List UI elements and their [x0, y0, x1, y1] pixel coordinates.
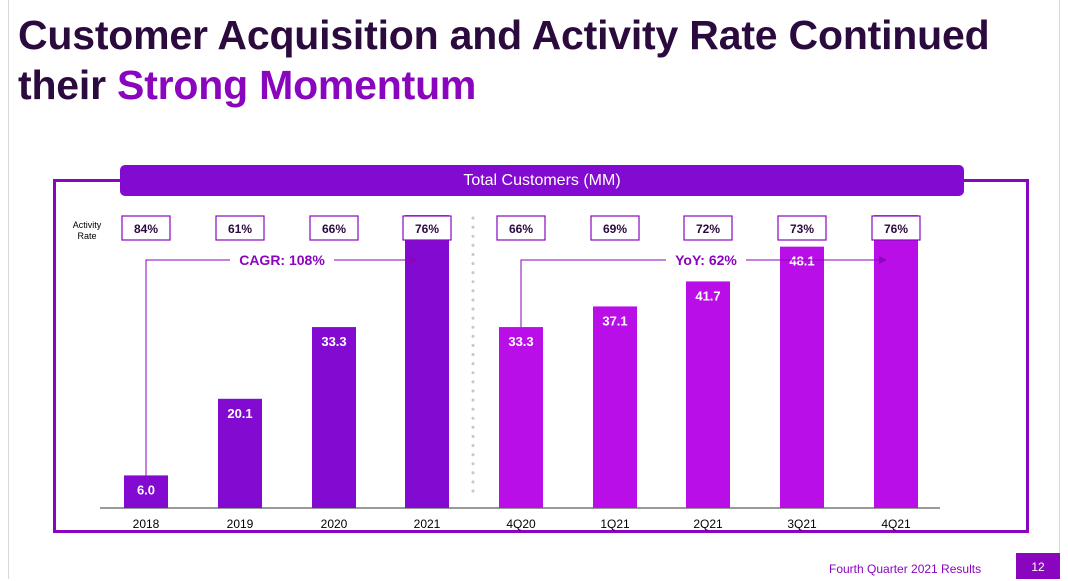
title-line-1: Customer Acquisition and Activity Rate C…: [18, 12, 990, 58]
x-tick-label-3Q21: 3Q21: [787, 517, 817, 531]
activity-rate-value-2018: 84%: [134, 222, 158, 236]
bar-4Q20: [499, 327, 543, 508]
activity-rate-box-1Q21: [590, 215, 640, 241]
bar-value-label-2Q21: 41.7: [695, 288, 720, 303]
bar-value-label-1Q21: 37.1: [602, 313, 627, 328]
x-tick-label-2021: 2021: [414, 517, 441, 531]
x-tick-label-2019: 2019: [227, 517, 254, 531]
growth-connector-left-2: [520, 259, 666, 328]
x-tick-label-4Q20: 4Q20: [506, 517, 536, 531]
bar-1Q21: [593, 306, 637, 508]
page-number: 12: [1016, 553, 1060, 579]
activity-rate-value-3Q21: 73%: [790, 222, 814, 236]
x-tick-label-2018: 2018: [133, 517, 160, 531]
bar-value-label-2019: 20.1: [227, 406, 252, 421]
bar-value-label-2020: 33.3: [321, 334, 346, 349]
activity-rate-label-line-2: Rate: [77, 231, 96, 241]
activity-rate-value-1Q21: 69%: [603, 222, 627, 236]
x-tick-label-4Q21: 4Q21: [881, 517, 911, 531]
x-tick-label-2Q21: 2Q21: [693, 517, 723, 531]
activity-rate-box-4Q20: [496, 215, 546, 241]
bar-value-label-2018: 6.0: [137, 482, 155, 497]
activity-rate-value-4Q20: 66%: [509, 222, 533, 236]
activity-rate-box-4Q21: [871, 215, 921, 241]
activity-rate-box-2019: [215, 215, 265, 241]
x-tick-label-2020: 2020: [321, 517, 348, 531]
bar-2020: [312, 327, 356, 508]
activity-rate-box-2Q21: [683, 215, 733, 241]
footer-text: Fourth Quarter 2021 Results: [829, 562, 982, 576]
activity-rate-value-2021: 76%: [415, 222, 439, 236]
growth-annotation-label-1: CAGR: 108%: [239, 252, 325, 268]
bar-2021: [405, 215, 449, 509]
activity-rate-value-4Q21: 76%: [884, 222, 908, 236]
title-line-2-prefix: their: [18, 62, 118, 108]
bar-3Q21: [780, 246, 824, 508]
activity-rate-box-2020: [309, 215, 359, 241]
activity-rate-box-3Q21: [777, 215, 827, 241]
bar-value-label-3Q21: 48.1: [789, 254, 814, 269]
bar-value-label-4Q20: 33.3: [508, 334, 533, 349]
slide-title: Customer Acquisition and Activity Rate C…: [18, 10, 990, 110]
slide-border: [8, 0, 1060, 579]
growth-connector-left-1: [145, 259, 230, 476]
chart-title: Total Customers (MM): [120, 165, 964, 196]
activity-rate-box-2021: [402, 215, 452, 241]
bar-4Q21: [874, 215, 918, 509]
activity-rate-value-2Q21: 72%: [696, 222, 720, 236]
bar-2Q21: [686, 281, 730, 508]
x-tick-label-1Q21: 1Q21: [600, 517, 630, 531]
bar-2018: [124, 475, 168, 508]
growth-annotation-label-2: YoY: 62%: [675, 252, 737, 268]
title-line-2-accent: Strong Momentum: [117, 62, 477, 108]
bar-2019: [218, 398, 262, 508]
activity-rate-label-line-1: Activity: [73, 220, 102, 230]
activity-rate-value-2020: 66%: [322, 222, 346, 236]
activity-rate-value-2019: 61%: [228, 222, 252, 236]
activity-rate-box-2018: [121, 215, 171, 241]
